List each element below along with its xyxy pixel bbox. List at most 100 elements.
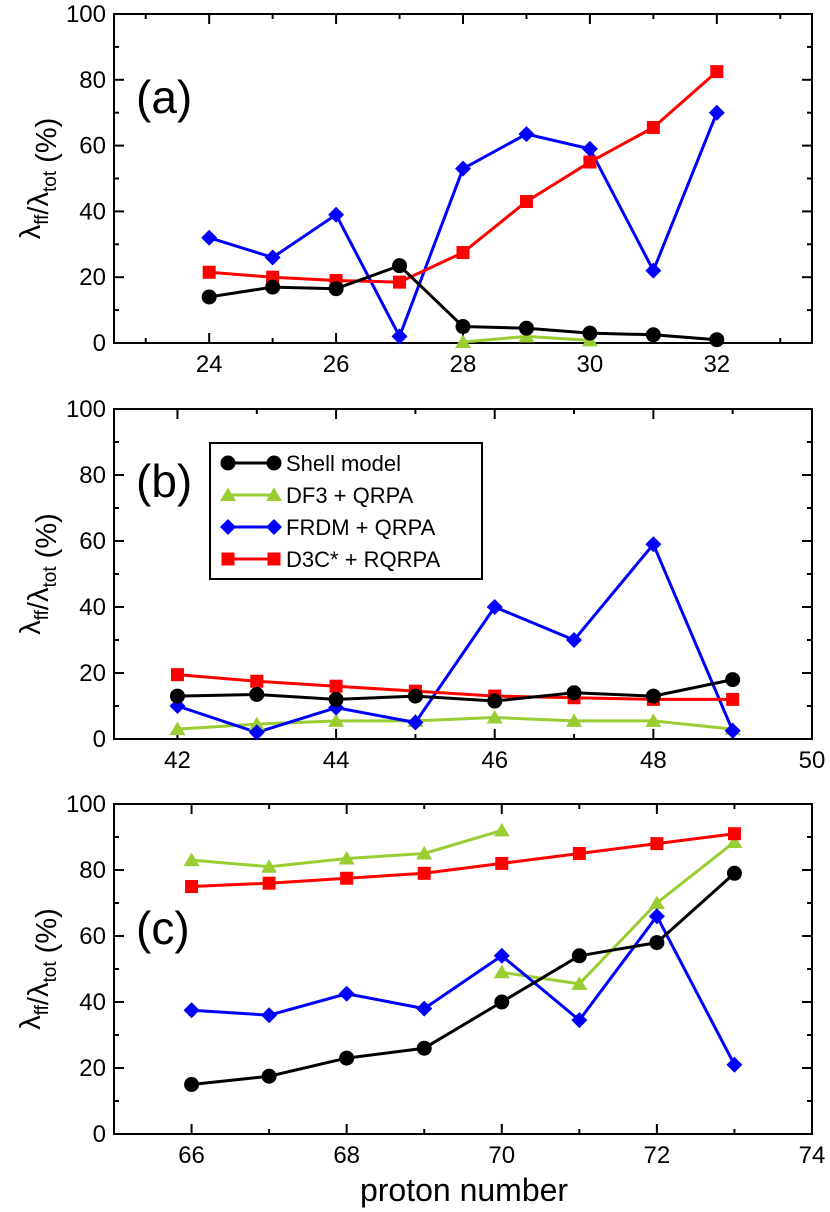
data-point <box>726 865 742 881</box>
data-point <box>725 672 741 688</box>
data-point <box>727 827 741 841</box>
data-point <box>338 850 355 865</box>
data-point <box>340 871 354 885</box>
data-point <box>183 852 200 867</box>
y-tick-label: 20 <box>79 660 106 687</box>
legend-marker <box>266 455 282 471</box>
data-point <box>328 691 344 707</box>
data-point <box>261 1068 277 1084</box>
legend-marker <box>266 487 282 501</box>
data-point <box>494 994 510 1010</box>
x-tick-label: 68 <box>333 1142 360 1169</box>
plot-frame <box>113 803 813 1135</box>
y-axis-label: λff/λtot (%) <box>15 908 63 1030</box>
legend-label: DF3 + QRPA <box>286 483 414 508</box>
x-tick-label: 74 <box>799 1142 826 1169</box>
data-point <box>726 834 743 848</box>
data-point <box>572 847 586 860</box>
data-point <box>328 713 345 727</box>
data-point <box>486 599 503 615</box>
data-point <box>391 328 408 345</box>
y-axis-label: λff/λtot (%) <box>15 513 63 635</box>
data-point <box>184 1077 200 1092</box>
x-tick-label: 30 <box>577 351 604 378</box>
data-point <box>169 688 185 704</box>
data-point <box>493 947 510 964</box>
y-tick-label: 60 <box>79 923 106 950</box>
y-tick-label: 80 <box>79 67 106 94</box>
data-point <box>708 104 725 121</box>
y-tick-label: 60 <box>79 528 106 555</box>
data-point <box>456 246 470 260</box>
data-point <box>583 155 597 169</box>
y-tick-label: 60 <box>79 133 106 160</box>
data-point <box>202 265 216 279</box>
y-tick-label: 40 <box>79 989 106 1016</box>
legend-marker <box>220 487 236 501</box>
data-point <box>581 140 598 157</box>
y-tick-label: 20 <box>79 264 106 291</box>
data-point <box>571 976 588 990</box>
data-point <box>710 65 724 79</box>
data-point <box>261 859 278 873</box>
data-point <box>455 334 471 349</box>
data-point <box>455 319 471 335</box>
data-point <box>726 692 740 706</box>
chart-panel: 24 26 28 30 32 0 20 40 60 80 100 λff/λtot (%) (a) <box>15 1 813 378</box>
data-point <box>248 716 265 731</box>
data-point <box>261 1007 278 1024</box>
data-point <box>339 1050 355 1066</box>
x-tick-label: 66 <box>178 1142 205 1169</box>
x-tick-label: 28 <box>450 351 477 378</box>
data-point <box>518 126 535 143</box>
legend-marker <box>266 519 282 535</box>
y-tick-label: 20 <box>79 1055 106 1082</box>
data-point <box>248 724 265 741</box>
data-point <box>262 876 276 890</box>
data-point <box>648 895 665 909</box>
data-point <box>201 289 217 305</box>
series-line <box>501 840 736 986</box>
data-point <box>329 679 343 693</box>
series-line <box>191 832 735 888</box>
chart-panel: 66 68 70 72 74 0 20 40 60 80 100 λff/λtot (%) (c) <box>15 791 825 1169</box>
data-point <box>649 935 665 951</box>
y-axis-label: λff/λtot (%) <box>15 118 63 240</box>
data-point <box>169 721 186 736</box>
legend: Shell model DF3 + QRPA FRDM + QRPA D3C* + R… <box>209 442 483 580</box>
x-tick-label: 72 <box>644 1142 671 1169</box>
legend-label: FRDM + QRPA <box>286 515 436 540</box>
panel-label: (a) <box>136 71 192 123</box>
series-line <box>177 716 733 731</box>
series-line <box>208 112 719 338</box>
series-line <box>177 678 733 703</box>
data-point <box>645 536 662 553</box>
y-tick-label: 0 <box>93 1121 106 1148</box>
chart-panel: 42 44 46 48 50 0 20 40 60 80 100 λff/λtot (%) (b) She… <box>15 396 825 774</box>
x-tick-label: 32 <box>703 351 730 378</box>
data-point <box>495 856 509 870</box>
data-point <box>328 206 345 223</box>
x-tick-label: 42 <box>164 747 191 774</box>
data-point <box>645 688 661 704</box>
legend-marker <box>267 552 281 566</box>
legend-label: D3C* + RQRPA <box>286 547 441 572</box>
data-point <box>393 275 407 289</box>
legend-marker <box>220 455 236 471</box>
data-point <box>571 1012 588 1029</box>
data-point <box>201 229 218 246</box>
data-point <box>645 262 662 279</box>
series-line <box>176 542 735 734</box>
data-point <box>392 258 408 274</box>
series-line <box>191 872 736 1086</box>
x-tick-label: 48 <box>640 747 667 774</box>
data-point <box>417 866 431 880</box>
y-tick-label: 40 <box>79 594 106 621</box>
data-point <box>264 249 281 266</box>
x-tick-label: 44 <box>323 747 350 774</box>
data-point <box>726 1056 743 1073</box>
data-point <box>407 688 423 704</box>
series-line <box>177 673 733 701</box>
x-tick-label: 50 <box>799 747 826 774</box>
